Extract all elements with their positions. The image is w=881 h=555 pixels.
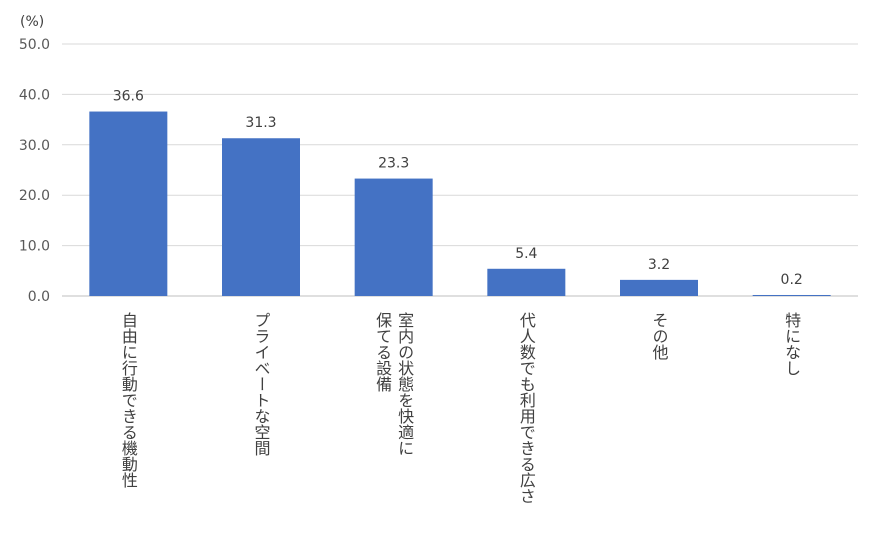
category-label: 自由に行動できる機動性 — [119, 312, 138, 488]
y-tick-label: 40.0 — [19, 87, 50, 103]
y-unit-label: (%) — [20, 14, 44, 30]
bar — [354, 178, 433, 296]
bars — [89, 111, 831, 296]
data-label: 23.3 — [378, 156, 409, 172]
y-tick-label: 20.0 — [19, 188, 50, 204]
bar — [89, 111, 168, 296]
y-tick-label: 10.0 — [19, 239, 50, 255]
data-label: 31.3 — [245, 115, 276, 131]
data-label: 3.2 — [648, 257, 670, 273]
data-label: 5.4 — [515, 246, 537, 262]
y-tick-label: 50.0 — [19, 37, 50, 53]
bar — [752, 294, 831, 296]
category-label: その他 — [650, 312, 669, 361]
bar — [620, 279, 698, 296]
data-labels: 36.6 31.3 23.3 5.4 3.2 0.2 — [113, 89, 803, 288]
category-label: プライベートな空間 — [252, 312, 271, 457]
y-tick-label: 0.0 — [28, 289, 50, 305]
data-label: 36.6 — [113, 89, 144, 105]
gridlines — [62, 43, 858, 297]
bar — [222, 138, 300, 296]
category-label: 保てる設備 — [373, 312, 392, 392]
y-tick-label: 30.0 — [19, 138, 50, 154]
category-label: 代人数でも利用できる広さ — [517, 312, 536, 504]
bar — [487, 268, 566, 296]
y-axis-ticks: 0.0 10.0 20.0 30.0 40.0 50.0 — [19, 37, 50, 305]
category-label: 特になし — [782, 312, 801, 376]
data-label: 0.2 — [781, 272, 803, 288]
category-label: 室内の状態を快適に — [395, 312, 414, 456]
